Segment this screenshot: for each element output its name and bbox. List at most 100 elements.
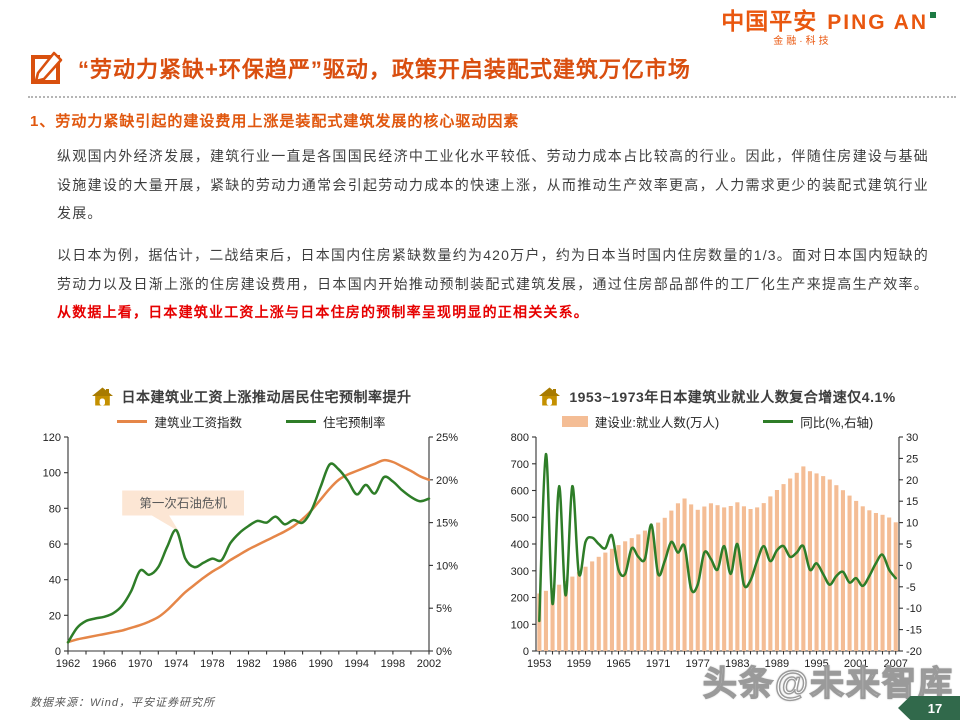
- chart-left-canvas: 0 20 40 60 80 100 120 0% 5% 10% 15% 20% 25% 1962 1966 1…: [43, 432, 459, 670]
- chart-right-title-row: 1953~1973年日本建筑业就业人数复合增速仅4.1%: [494, 384, 941, 410]
- svg-text:1970: 1970: [128, 658, 152, 670]
- svg-text:400: 400: [511, 539, 529, 551]
- legend-line-swatch: [763, 419, 794, 423]
- svg-text:-10: -10: [906, 603, 922, 615]
- svg-text:40: 40: [49, 575, 61, 587]
- svg-text:0: 0: [55, 646, 61, 658]
- svg-text:15: 15: [906, 496, 918, 508]
- svg-text:2007: 2007: [883, 658, 907, 670]
- house-icon: [539, 387, 561, 406]
- section-heading: 1、劳动力紧缺引起的建设费用上涨是装配式建筑发展的核心驱动因素: [30, 113, 520, 130]
- svg-text:1995: 1995: [804, 658, 828, 670]
- legend-label: 建设业:就业人数(万人): [594, 415, 720, 430]
- svg-text:300: 300: [511, 566, 529, 578]
- logo-en-text: PING AN: [827, 12, 936, 33]
- svg-text:1990: 1990: [308, 658, 332, 670]
- page-title: “劳动力紧缺+环保趋严”驱动，政策开启装配式建筑万亿市场: [78, 57, 691, 82]
- chart-left-block: 日本建筑业工资上涨推动居民住宅预制率提升 建筑业工资指数 住宅预制率 0 20 40 6…: [28, 384, 475, 688]
- legend-line-swatch: [117, 419, 148, 423]
- svg-text:0: 0: [523, 646, 529, 658]
- svg-text:-20: -20: [906, 646, 922, 658]
- pingan-logo: 中国平安 PING AN 金融·科技: [721, 10, 936, 47]
- chart-right-canvas: 0 100 200 300 400 500 600 700 800 -20 -15 -10 -5 0 5 10…: [511, 432, 922, 670]
- svg-text:800: 800: [511, 432, 529, 444]
- page-number: 17: [927, 700, 943, 716]
- svg-text:第一次石油危机: 第一次石油危机: [139, 497, 227, 511]
- svg-text:0%: 0%: [436, 646, 452, 658]
- svg-text:1978: 1978: [200, 658, 224, 670]
- axis-labels: 0 100 200 300 400 500 600 700 800 -20 -15 -10 -5 0 5 10…: [511, 432, 922, 670]
- svg-text:-5: -5: [906, 582, 916, 594]
- svg-text:1965: 1965: [606, 658, 630, 670]
- logo-slogan: 金融·科技: [773, 36, 832, 47]
- logo-en-label: PING AN: [827, 11, 928, 34]
- svg-text:1974: 1974: [164, 658, 188, 670]
- svg-text:1986: 1986: [272, 658, 296, 670]
- legend-label: 同比(%,右轴): [800, 415, 874, 430]
- logo-cn-text: 中国平安: [721, 8, 818, 34]
- svg-text:-15: -15: [906, 625, 922, 637]
- chart-right-block: 1953~1973年日本建筑业就业人数复合增速仅4.1% 建设业:就业人数(万人…: [494, 384, 941, 688]
- svg-text:500: 500: [511, 512, 529, 524]
- paragraph-2-highlight: 从数据上看，日本建筑业工资上涨与日本住房的预制率呈现明显的正相关关系。: [57, 304, 589, 321]
- line-series: [538, 452, 897, 623]
- data-source-note: 数据来源：Wind，平安证券研究所: [30, 697, 215, 709]
- legend-label: 建筑业工资指数: [154, 415, 242, 430]
- legend-item: 建筑业工资指数: [117, 412, 242, 431]
- svg-text:120: 120: [43, 432, 61, 444]
- svg-text:30: 30: [906, 432, 918, 444]
- svg-text:1998: 1998: [381, 658, 405, 670]
- svg-text:20%: 20%: [436, 475, 458, 487]
- svg-text:1962: 1962: [56, 658, 80, 670]
- svg-text:0: 0: [906, 560, 912, 572]
- axes: [532, 436, 903, 655]
- chart-right-title: 1953~1973年日本建筑业就业人数复合增速仅4.1%: [569, 389, 896, 405]
- svg-text:2002: 2002: [417, 658, 441, 670]
- paragraph-2-normal: 以日本为例，据估计，二战结束后，日本国内住房紧缺数量约为420万户，约为日本当时…: [57, 247, 929, 292]
- house-icon: [91, 387, 113, 406]
- svg-text:10%: 10%: [436, 560, 458, 572]
- annotation-callout: 第一次石油危机: [122, 490, 244, 532]
- body-text: 纵观国内外经济发展，建筑行业一直是各国国民经济中工业化水平较低、劳动力成本占比较…: [57, 142, 929, 340]
- svg-text:25%: 25%: [436, 432, 458, 444]
- svg-text:1966: 1966: [92, 658, 116, 670]
- svg-text:100: 100: [43, 468, 61, 480]
- bar-series: [537, 466, 898, 651]
- svg-text:1994: 1994: [345, 658, 369, 670]
- legend-item: 建设业:就业人数(万人): [561, 412, 720, 431]
- logo-green-accent: [930, 12, 936, 18]
- axes: [64, 436, 433, 655]
- svg-text:20: 20: [906, 475, 918, 487]
- edit-pencil-icon: [31, 51, 63, 84]
- svg-text:10: 10: [906, 518, 918, 530]
- svg-text:1953: 1953: [527, 658, 551, 670]
- svg-text:600: 600: [511, 486, 529, 498]
- svg-text:25: 25: [906, 453, 918, 465]
- legend-bar-swatch: [561, 415, 588, 427]
- chart-left-title-row: 日本建筑业工资上涨推动居民住宅预制率提升: [28, 384, 475, 410]
- legend-item: 住宅预制率: [286, 412, 386, 431]
- chart-right-legend: 建设业:就业人数(万人) 同比(%,右轴): [494, 411, 941, 431]
- line-series: [66, 458, 431, 644]
- svg-text:80: 80: [49, 503, 61, 515]
- chart-left-legend: 建筑业工资指数 住宅预制率: [28, 411, 475, 431]
- svg-text:60: 60: [49, 539, 61, 551]
- svg-text:1959: 1959: [567, 658, 591, 670]
- dotted-divider: [28, 96, 956, 98]
- paragraph-2: 以日本为例，据估计，二战结束后，日本国内住房紧缺数量约为420万户，约为日本当时…: [57, 241, 929, 327]
- svg-text:700: 700: [511, 459, 529, 471]
- svg-text:200: 200: [511, 593, 529, 605]
- svg-text:1977: 1977: [685, 658, 709, 670]
- svg-text:1971: 1971: [646, 658, 670, 670]
- legend-label: 住宅预制率: [323, 415, 386, 430]
- page-number-badge: 17: [898, 696, 960, 720]
- svg-text:5: 5: [906, 539, 912, 551]
- line-series: [66, 462, 431, 644]
- svg-text:1989: 1989: [765, 658, 789, 670]
- svg-text:1982: 1982: [236, 658, 260, 670]
- svg-text:15%: 15%: [436, 518, 458, 530]
- svg-text:20: 20: [49, 610, 61, 622]
- paragraph-1: 纵观国内外经济发展，建筑行业一直是各国国民经济中工业化水平较低、劳动力成本占比较…: [57, 148, 929, 222]
- svg-text:2001: 2001: [844, 658, 868, 670]
